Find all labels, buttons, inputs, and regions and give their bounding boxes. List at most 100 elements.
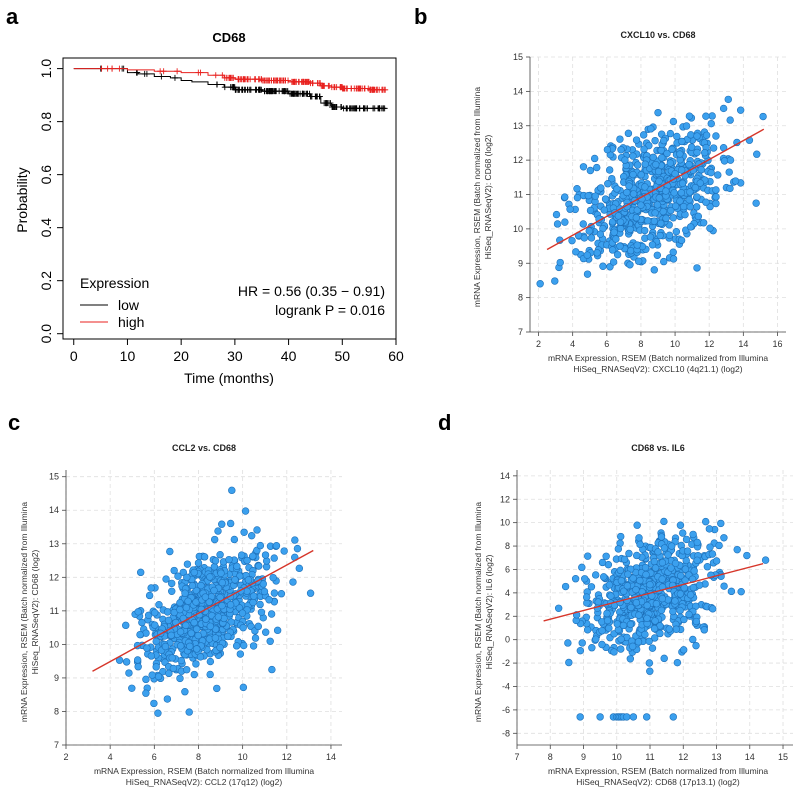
scatter-b-point xyxy=(621,156,629,164)
scatter-c-point xyxy=(202,615,210,623)
scatter-b-point xyxy=(657,219,665,228)
scatter-d-point xyxy=(617,576,626,585)
km-legend-title: Expression xyxy=(80,275,149,291)
scatter-c-title: CCL2 vs. CD68 xyxy=(172,443,236,453)
scatter-d-point xyxy=(686,591,695,599)
scatter-c-points xyxy=(115,486,315,717)
scatter-d-point xyxy=(625,549,633,558)
scatter-b-point xyxy=(600,206,608,214)
scatter-d-point xyxy=(599,573,608,581)
scatter-c-point xyxy=(239,683,248,692)
scatter-b-point xyxy=(719,104,728,113)
scatter-b-point xyxy=(637,171,645,179)
scatter-b-point xyxy=(659,136,668,145)
scatter-b-points xyxy=(536,95,767,288)
scatter-d-point xyxy=(658,558,667,567)
scatter-b-point xyxy=(553,220,562,228)
scatter-b-point xyxy=(654,167,663,176)
scatter-b-y-tick-label: 7 xyxy=(518,327,523,337)
scatter-c-point xyxy=(256,541,265,550)
scatter-b-point xyxy=(633,241,641,249)
scatter-b-point xyxy=(650,217,658,225)
scatter-d-point xyxy=(692,641,700,650)
scatter-d-y-tick-label: 12 xyxy=(500,494,510,504)
scatter-c-point xyxy=(236,650,245,658)
scatter-c-y-tick-label: 13 xyxy=(49,539,59,549)
scatter-b-point xyxy=(708,112,716,120)
scatter-b-point xyxy=(672,227,681,236)
scatter-b-point xyxy=(671,202,680,210)
scatter-b-point xyxy=(561,193,569,201)
scatter-c-point xyxy=(165,669,173,678)
scatter-d-point xyxy=(581,575,589,583)
scatter-c-point xyxy=(277,590,286,598)
scatter-b-point xyxy=(676,150,684,158)
scatter-d-point xyxy=(635,611,643,619)
scatter-b-point xyxy=(579,163,588,171)
scatter-c-point xyxy=(233,562,241,571)
scatter-d-xlabel-line1: mRNA Expression, RSEM (Batch normalized … xyxy=(548,766,768,776)
scatter-d-point xyxy=(689,530,697,539)
scatter-c-y-tick-label: 8 xyxy=(54,706,59,716)
scatter-c-point xyxy=(267,610,276,618)
scatter-c-x-tick-label: 8 xyxy=(196,752,201,762)
scatter-c-point xyxy=(237,551,246,559)
scatter-c-point xyxy=(188,581,197,590)
scatter-d-xlabel-line2: HiSeq_RNASeqV2): CD68 (17p13.1) (log2) xyxy=(576,777,740,787)
scatter-d-point xyxy=(657,533,666,541)
scatter-b-point xyxy=(632,136,641,144)
scatter-c-point xyxy=(122,658,131,666)
scatter-b-point xyxy=(686,203,694,211)
km-hr-annotation: HR = 0.56 (0.35 − 0.91) xyxy=(238,283,385,299)
scatter-c-point xyxy=(291,536,299,544)
scatter-d-point xyxy=(576,646,585,655)
scatter-d-point xyxy=(636,576,644,585)
scatter-d-point xyxy=(619,621,628,630)
km-censor-mark-high xyxy=(237,76,244,83)
scatter-d-point xyxy=(689,583,698,592)
scatter-d-point xyxy=(623,713,631,721)
scatter-b-point xyxy=(604,180,612,188)
scatter-c-point xyxy=(147,652,156,660)
scatter-b-point xyxy=(573,193,582,202)
scatter-c-y-tick-label: 7 xyxy=(54,740,59,750)
scatter-c-point xyxy=(270,554,278,562)
scatter-d-point xyxy=(642,570,650,579)
scatter-c-point xyxy=(206,622,215,630)
scatter-d-point xyxy=(651,617,659,625)
scatter-c-point xyxy=(192,586,201,595)
scatter-c-point xyxy=(136,568,145,577)
scatter-c-point xyxy=(254,622,262,631)
scatter-d-point xyxy=(692,617,701,626)
scatter-d-point xyxy=(690,567,698,575)
scatter-b-point xyxy=(677,236,686,245)
scatter-b-point xyxy=(702,112,710,120)
scatter-d-point xyxy=(658,575,666,583)
scatter-c-point xyxy=(200,553,209,561)
scatter-d-point xyxy=(671,597,679,605)
scatter-c-point xyxy=(176,605,184,614)
scatter-b-point xyxy=(629,190,638,198)
scatter-c-point xyxy=(187,629,195,637)
scatter-d-y-tick-label: -2 xyxy=(502,658,510,668)
scatter-c-point xyxy=(144,611,153,619)
scatter-b-point xyxy=(678,179,687,188)
scatter-b-x-tick-label: 2 xyxy=(536,339,541,349)
km-censor-mark-low xyxy=(327,100,334,107)
scatter-d-ylabel-line2: HiSeq_RNASeqV2): IL6 (log2) xyxy=(484,554,494,669)
km-series xyxy=(73,65,389,112)
scatter-b-point xyxy=(599,262,607,270)
scatter-b-x-tick-label: 8 xyxy=(638,339,643,349)
scatter-c-point xyxy=(183,573,191,582)
scatter-b-point xyxy=(669,255,678,263)
scatter-c-point xyxy=(179,568,188,577)
scatter-d-point xyxy=(617,635,625,643)
scatter-b-point xyxy=(552,210,561,219)
scatter-c-point xyxy=(168,654,176,662)
scatter-d-point xyxy=(623,582,632,590)
scatter-d-point xyxy=(635,534,643,542)
scatter-c-y-tick-label: 9 xyxy=(54,673,59,683)
scatter-c-point xyxy=(280,547,288,555)
scatter-b-y-tick-label: 10 xyxy=(513,224,523,234)
scatter-c-point xyxy=(167,631,175,640)
